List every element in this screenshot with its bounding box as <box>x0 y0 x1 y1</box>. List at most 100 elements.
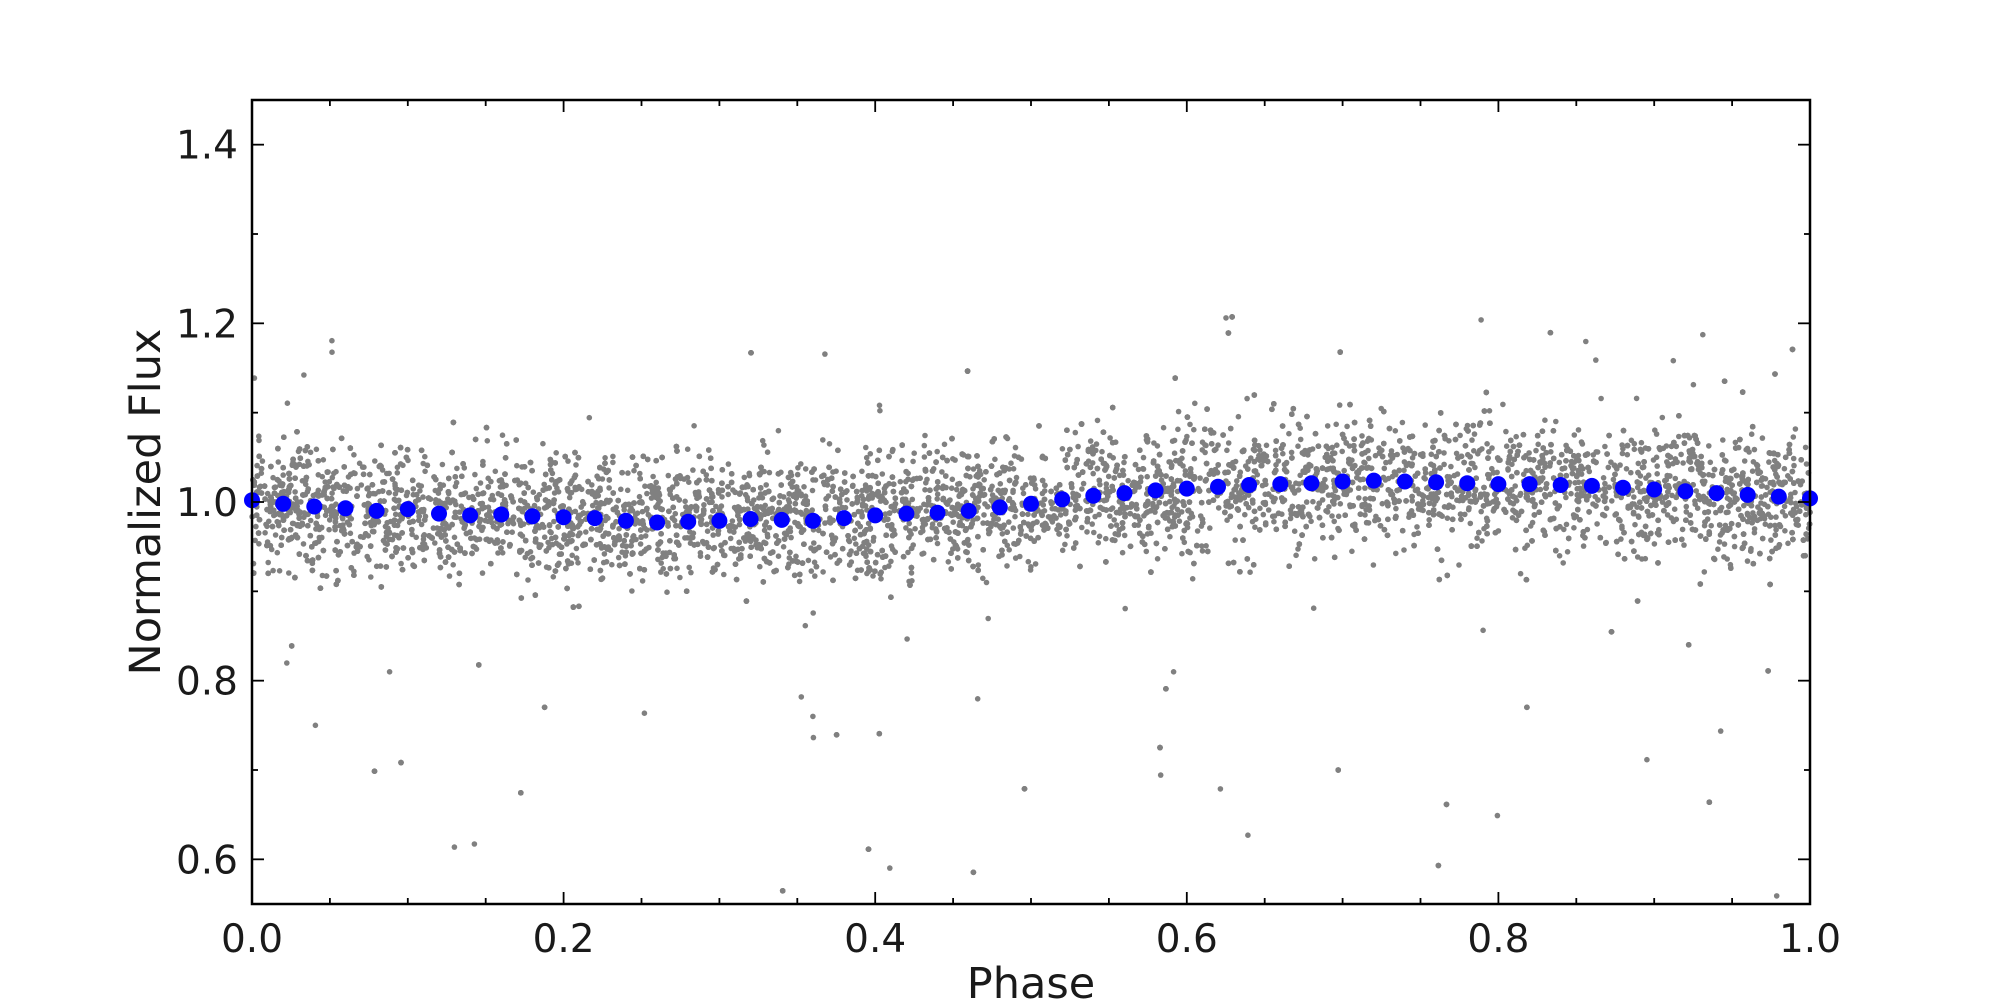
raw-point <box>275 459 282 465</box>
raw-point <box>1119 549 1126 556</box>
raw-point <box>301 372 307 378</box>
raw-point <box>1167 459 1174 465</box>
raw-point <box>863 454 870 461</box>
raw-point <box>677 574 683 581</box>
raw-point <box>1344 423 1350 430</box>
raw-point <box>1242 511 1248 518</box>
raw-point <box>1259 482 1266 489</box>
raw-point <box>652 494 659 501</box>
raw-point <box>820 437 826 443</box>
raw-point <box>897 478 904 485</box>
raw-point <box>1465 490 1472 497</box>
raw-point <box>1669 492 1675 499</box>
raw-point <box>1203 543 1209 549</box>
raw-point <box>878 576 884 582</box>
raw-point <box>1721 554 1727 560</box>
raw-point <box>572 508 579 515</box>
raw-point <box>358 482 365 488</box>
raw-point <box>1467 520 1474 527</box>
raw-point <box>665 472 672 479</box>
raw-point <box>1556 553 1563 559</box>
raw-point <box>785 497 792 503</box>
raw-point <box>1122 605 1128 612</box>
raw-point <box>280 472 287 478</box>
raw-point <box>1741 458 1748 464</box>
raw-point <box>697 553 704 559</box>
raw-point <box>1167 533 1173 540</box>
raw-point <box>1039 490 1046 497</box>
raw-point <box>1273 462 1279 468</box>
raw-point <box>1713 509 1719 516</box>
raw-point <box>826 441 833 447</box>
raw-point <box>1441 461 1447 468</box>
raw-point <box>821 481 828 488</box>
raw-point <box>1676 433 1682 440</box>
raw-point <box>746 470 752 477</box>
raw-point <box>830 469 836 475</box>
raw-point <box>870 573 876 579</box>
raw-point <box>1764 484 1770 491</box>
raw-point <box>586 414 593 421</box>
raw-point <box>1610 476 1617 483</box>
raw-point <box>601 551 608 557</box>
raw-point <box>1280 450 1286 457</box>
raw-point <box>794 471 801 478</box>
raw-point <box>440 482 447 489</box>
raw-point <box>1372 452 1379 459</box>
raw-point <box>326 517 333 523</box>
raw-point <box>1133 501 1140 508</box>
raw-point <box>1762 521 1769 527</box>
raw-point <box>1594 521 1600 527</box>
raw-point <box>1773 893 1780 899</box>
raw-point <box>1489 445 1495 451</box>
raw-point <box>452 483 459 490</box>
raw-point <box>1335 513 1342 520</box>
raw-point <box>1291 528 1298 534</box>
raw-point <box>1469 437 1475 443</box>
raw-point <box>1064 533 1070 539</box>
raw-point <box>812 573 818 579</box>
raw-point <box>398 560 404 567</box>
raw-point <box>1072 429 1079 436</box>
raw-point <box>1399 419 1406 426</box>
raw-point <box>254 462 260 469</box>
raw-point <box>1324 423 1331 429</box>
raw-point <box>347 530 354 537</box>
raw-point <box>422 468 428 475</box>
raw-point <box>1252 524 1258 530</box>
raw-point <box>650 473 656 480</box>
raw-point <box>1286 430 1292 437</box>
raw-point <box>514 462 520 469</box>
raw-point <box>1157 772 1164 778</box>
raw-point <box>939 485 946 492</box>
raw-point <box>387 518 394 525</box>
raw-point <box>945 559 952 565</box>
raw-point <box>1456 497 1463 504</box>
raw-point <box>1199 439 1206 446</box>
raw-point <box>888 558 894 565</box>
raw-point <box>1634 554 1641 560</box>
raw-point <box>573 555 580 561</box>
raw-point <box>969 492 976 498</box>
raw-point <box>1727 497 1733 503</box>
raw-point <box>906 520 912 527</box>
raw-point <box>1483 493 1490 499</box>
raw-point <box>775 553 782 559</box>
raw-point <box>921 454 928 460</box>
raw-point <box>314 513 321 520</box>
raw-point <box>454 465 460 472</box>
raw-point <box>417 488 423 494</box>
raw-point <box>1261 501 1268 507</box>
raw-point <box>642 533 649 539</box>
raw-point <box>1556 459 1563 466</box>
raw-point <box>1257 447 1263 453</box>
raw-point <box>1326 504 1332 510</box>
raw-point <box>1722 522 1729 529</box>
raw-point <box>1656 526 1662 533</box>
raw-point <box>1151 440 1157 446</box>
raw-point <box>1792 426 1799 432</box>
raw-point <box>646 544 652 551</box>
raw-point <box>1618 536 1624 542</box>
raw-point <box>1141 513 1147 519</box>
raw-point <box>1421 475 1427 481</box>
